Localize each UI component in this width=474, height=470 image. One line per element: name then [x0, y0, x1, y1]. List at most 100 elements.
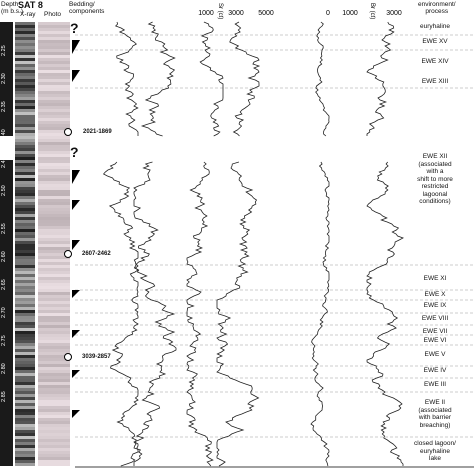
- xray-band: [15, 448, 35, 451]
- photo-band: [38, 442, 70, 445]
- photo-band: [38, 340, 70, 343]
- xray-band: [15, 310, 35, 313]
- photo-band: [38, 439, 70, 442]
- xray-band: [15, 253, 35, 256]
- depth-label: 2.45: [1, 157, 7, 168]
- photo-band: [38, 121, 70, 124]
- photo-band: [38, 61, 70, 64]
- sr-tick-5000: 5000: [258, 10, 274, 17]
- xray-band: [15, 175, 35, 178]
- xray-band: [15, 43, 35, 46]
- xray-band: [15, 121, 35, 124]
- xray-band: [15, 460, 35, 463]
- depth-label: 2.50: [1, 185, 7, 196]
- xray-band: [15, 412, 35, 415]
- photo-band: [38, 421, 70, 424]
- core-title: SAT 8: [18, 0, 43, 10]
- photo-band: [38, 319, 70, 322]
- photo-band: [38, 331, 70, 334]
- depth-label: 2.30: [1, 73, 7, 84]
- xray-band: [15, 457, 35, 460]
- photo-band: [38, 49, 70, 52]
- photo-band: [38, 115, 70, 118]
- xray-band: [15, 172, 35, 175]
- photo-band: [38, 250, 70, 253]
- photo-band: [38, 409, 70, 412]
- photo-band: [38, 289, 70, 292]
- photo-band: [38, 370, 70, 373]
- photo-band: [38, 253, 70, 256]
- xray-band: [15, 349, 35, 352]
- photo-band: [38, 184, 70, 187]
- photo-band: [38, 196, 70, 199]
- photo-band: [38, 403, 70, 406]
- xray-band: [15, 352, 35, 355]
- xray-band: [15, 223, 35, 226]
- photo-band: [38, 394, 70, 397]
- bedding-triangle: [72, 200, 80, 210]
- photo-band: [38, 169, 70, 172]
- photo-band: [38, 109, 70, 112]
- xray-band: [15, 37, 35, 40]
- xray-band: [15, 295, 35, 298]
- photo-band: [38, 244, 70, 247]
- xray-band: [15, 202, 35, 205]
- xray-band: [15, 58, 35, 61]
- photo-band: [38, 70, 70, 73]
- profile-curve-lower: [133, 161, 177, 466]
- depth-label: 2.80: [1, 363, 7, 374]
- xray-band: [15, 115, 35, 118]
- env-label-ewe-viii: EWE VIII: [421, 315, 449, 322]
- photo-band: [38, 226, 70, 229]
- xray-band: [15, 307, 35, 310]
- sample-marker-3: [64, 353, 72, 361]
- photo-band: [38, 316, 70, 319]
- xray-band: [15, 178, 35, 181]
- xray-band: [15, 463, 35, 466]
- xray-band: [15, 400, 35, 403]
- xray-band: [15, 160, 35, 163]
- photo-band: [38, 130, 70, 133]
- xray-band: [15, 331, 35, 334]
- xray-band: [15, 418, 35, 421]
- xray-band: [15, 211, 35, 214]
- xray-band: [15, 232, 35, 235]
- xray-band: [15, 322, 35, 325]
- photo-band: [38, 313, 70, 316]
- photo-band: [38, 262, 70, 265]
- xray-band: [15, 55, 35, 58]
- photo-band: [38, 460, 70, 463]
- xray-band: [15, 358, 35, 361]
- photo-band: [38, 73, 70, 76]
- photo-band: [38, 328, 70, 331]
- xray-band: [15, 391, 35, 394]
- photo-band: [38, 451, 70, 454]
- photo-band: [38, 400, 70, 403]
- photo-band: [38, 280, 70, 283]
- bedding-triangle: [72, 330, 80, 338]
- xray-band: [15, 166, 35, 169]
- xray-band: [15, 265, 35, 268]
- photo-band: [38, 76, 70, 79]
- photo-band: [38, 424, 70, 427]
- bedding-triangle: [72, 290, 80, 298]
- depth-label: 2.75: [1, 335, 7, 346]
- photo-band: [38, 427, 70, 430]
- depth-label: 2.35: [1, 101, 7, 112]
- xray-band: [15, 289, 35, 292]
- xray-band: [15, 361, 35, 364]
- photo-band: [38, 40, 70, 43]
- xray-band: [15, 148, 35, 151]
- xray-band: [15, 169, 35, 172]
- xray-header: X-ray: [20, 11, 36, 18]
- photo-band: [38, 271, 70, 274]
- question-mark: ?: [70, 144, 79, 160]
- xray-band: [15, 31, 35, 34]
- photo-band: [38, 286, 70, 289]
- photo-band: [38, 325, 70, 328]
- env-label-ewe-ix: EWE IX: [423, 302, 447, 309]
- photo-band: [38, 145, 70, 148]
- photo-band: [38, 217, 70, 220]
- photo-band: [38, 307, 70, 310]
- xray-band: [15, 235, 35, 238]
